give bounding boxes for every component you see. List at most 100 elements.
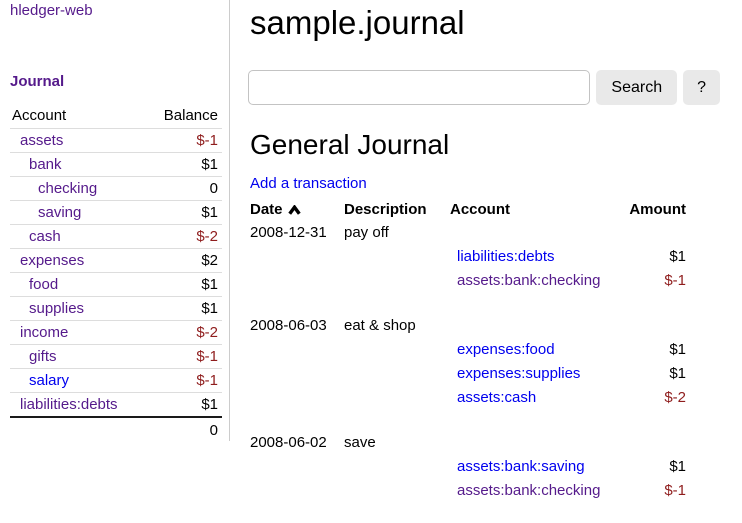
journal-col-date-label: Date bbox=[250, 200, 283, 218]
posting-account-link[interactable]: assets:cash bbox=[457, 388, 537, 406]
transaction-description: save bbox=[344, 433, 376, 451]
transaction-description: pay off bbox=[344, 223, 389, 241]
empty-cell bbox=[250, 478, 344, 502]
sidebar-account-link[interactable]: bank bbox=[29, 156, 62, 173]
account-cell: expenses bbox=[10, 248, 160, 273]
account-balance: $-1 bbox=[160, 344, 222, 369]
account-cell: salary bbox=[10, 368, 160, 393]
sidebar-account-link[interactable]: salary bbox=[29, 372, 70, 389]
journal-header-row: Date Description Account Amount bbox=[250, 198, 686, 220]
help-button[interactable]: ? bbox=[683, 70, 720, 105]
transaction-row: 2008-06-02 save bbox=[250, 430, 686, 454]
posting-account-link[interactable]: expenses:food bbox=[457, 340, 555, 358]
account-cell: assets bbox=[10, 128, 160, 153]
posting-account-link[interactable]: liabilities:debts bbox=[457, 247, 555, 265]
account-row: bank $1 bbox=[10, 152, 222, 177]
account-row: food $1 bbox=[10, 272, 222, 297]
posting-amount: $1 bbox=[669, 364, 686, 382]
posting-account-link[interactable]: assets:bank:checking bbox=[457, 481, 601, 499]
sidebar-account-link[interactable]: food bbox=[29, 276, 59, 293]
account-balance: $2 bbox=[160, 248, 222, 273]
journal-col-account: Account bbox=[450, 200, 510, 218]
journal-col-description: Description bbox=[344, 200, 427, 218]
posting-account-cell: assets:bank:checking bbox=[450, 268, 616, 292]
sidebar-account-link[interactable]: cash bbox=[29, 228, 61, 245]
add-transaction-link[interactable]: Add a transaction bbox=[250, 175, 367, 192]
account-cell: income bbox=[10, 320, 160, 345]
account-row: liabilities:debts $1 bbox=[10, 392, 222, 418]
posting-account-cell: liabilities:debts bbox=[450, 244, 616, 268]
transaction-date: 2008-06-03 bbox=[250, 316, 327, 334]
posting-account-cell: assets:bank:checking bbox=[450, 478, 616, 502]
sidebar-account-link[interactable]: saving bbox=[38, 204, 82, 221]
account-row: supplies $1 bbox=[10, 296, 222, 321]
empty-cell bbox=[450, 430, 616, 454]
sidebar-account-link[interactable]: supplies bbox=[29, 300, 85, 317]
empty-cell bbox=[616, 220, 686, 244]
posting-account-link[interactable]: expenses:supplies bbox=[457, 364, 581, 382]
sidebar-account-link[interactable]: checking bbox=[38, 180, 98, 197]
posting-account-cell: assets:cash bbox=[450, 385, 616, 409]
account-row: expenses $2 bbox=[10, 248, 222, 273]
transaction-row: 2008-06-03 eat & shop bbox=[250, 313, 686, 337]
account-cell: cash bbox=[10, 224, 160, 249]
account-balance: 0 bbox=[160, 176, 222, 201]
account-balance: $-2 bbox=[160, 320, 222, 345]
posting-account-cell: expenses:food bbox=[450, 337, 616, 361]
empty-cell bbox=[250, 361, 344, 385]
posting-amount: $1 bbox=[669, 247, 686, 265]
account-row: income $-2 bbox=[10, 320, 222, 345]
transaction-date: 2008-06-02 bbox=[250, 433, 327, 451]
posting-amount: $-1 bbox=[664, 481, 686, 499]
empty-cell bbox=[344, 454, 450, 478]
transaction-spacer bbox=[250, 502, 686, 523]
account-cell: food bbox=[10, 272, 160, 297]
accounts-col-balance: Balance bbox=[160, 103, 222, 129]
section-title: General Journal bbox=[250, 129, 450, 160]
posting-amount: $1 bbox=[669, 340, 686, 358]
account-row: checking 0 bbox=[10, 176, 222, 201]
account-row: saving $1 bbox=[10, 200, 222, 225]
chevron-up-icon bbox=[287, 202, 301, 219]
sidebar-account-link[interactable]: liabilities:debts bbox=[20, 396, 118, 413]
posting-account-link[interactable]: assets:bank:saving bbox=[457, 457, 585, 475]
empty-cell bbox=[250, 244, 344, 268]
accounts-total-row: 0 bbox=[10, 416, 222, 442]
sidebar: hledger-web Journal Account Balance asse… bbox=[0, 0, 230, 442]
account-row: gifts $-1 bbox=[10, 344, 222, 369]
account-cell: liabilities:debts bbox=[10, 392, 160, 418]
posting-row: assets:bank:checking $-1 bbox=[250, 268, 686, 292]
transaction-spacer bbox=[250, 409, 686, 430]
empty-cell bbox=[344, 478, 450, 502]
sidebar-account-link[interactable]: expenses bbox=[20, 252, 85, 269]
posting-row: expenses:supplies $1 bbox=[250, 361, 686, 385]
transaction-spacer bbox=[250, 292, 686, 313]
account-cell: supplies bbox=[10, 296, 160, 321]
account-balance: $1 bbox=[160, 296, 222, 321]
account-balance: $1 bbox=[160, 152, 222, 177]
app-title-link[interactable]: hledger-web bbox=[10, 2, 93, 19]
sidebar-account-link[interactable]: income bbox=[20, 324, 69, 341]
account-balance: $1 bbox=[160, 200, 222, 225]
posting-row: assets:bank:checking $-1 bbox=[250, 478, 686, 502]
sidebar-item-journal[interactable]: Journal bbox=[10, 73, 65, 90]
empty-cell bbox=[344, 361, 450, 385]
empty-cell bbox=[250, 454, 344, 478]
sidebar-account-link[interactable]: assets bbox=[20, 132, 64, 149]
posting-account-cell: assets:bank:saving bbox=[450, 454, 616, 478]
empty-cell bbox=[450, 220, 616, 244]
empty-cell bbox=[344, 385, 450, 409]
account-row: salary $-1 bbox=[10, 368, 222, 393]
posting-account-link[interactable]: assets:bank:checking bbox=[457, 271, 601, 289]
posting-row: liabilities:debts $1 bbox=[250, 244, 686, 268]
search-input[interactable] bbox=[248, 70, 591, 105]
search-button[interactable]: Search bbox=[596, 70, 678, 105]
journal-col-date[interactable]: Date bbox=[250, 198, 344, 220]
journal-col-amount: Amount bbox=[629, 200, 686, 218]
account-balance: $-1 bbox=[160, 368, 222, 393]
posting-row: expenses:food $1 bbox=[250, 337, 686, 361]
main-content: sample.journal Search ? General Journal … bbox=[248, 0, 720, 523]
empty-cell bbox=[616, 313, 686, 337]
empty-cell bbox=[250, 268, 344, 292]
sidebar-account-link[interactable]: gifts bbox=[29, 348, 57, 365]
